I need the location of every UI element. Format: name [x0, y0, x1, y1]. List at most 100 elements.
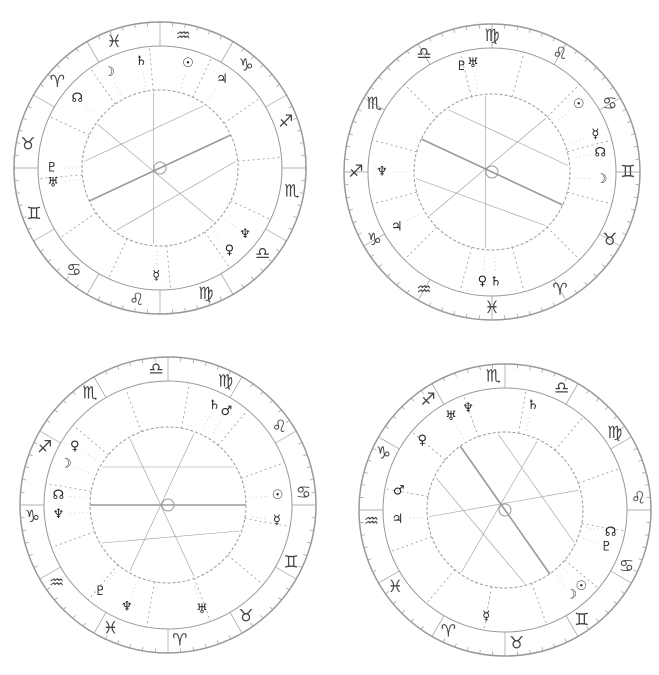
aspect-line — [435, 477, 525, 584]
degree-tick — [250, 383, 254, 388]
degree-tick — [622, 232, 627, 235]
degree-tick — [417, 43, 431, 65]
degree-tick — [288, 105, 293, 109]
house-ring — [81, 89, 239, 247]
house-cusp — [38, 174, 83, 180]
degree-tick — [584, 282, 588, 286]
degree-tick — [367, 459, 372, 462]
degree-tick — [196, 26, 199, 31]
planet-glyph: ☊ — [605, 525, 617, 540]
planet-leader — [64, 179, 79, 182]
degree-tick — [129, 361, 132, 366]
degree-tick — [93, 612, 107, 634]
degree-tick — [363, 97, 385, 111]
planet-glyph: ☊ — [71, 91, 83, 106]
degree-tick — [307, 466, 312, 469]
planet-glyph: ♀ — [418, 433, 428, 448]
zodiac-sign: ♋ — [619, 557, 634, 577]
degree-tick — [33, 442, 38, 445]
degree-tick — [86, 41, 100, 63]
degree-tick — [644, 534, 649, 536]
degree-tick — [56, 268, 60, 272]
degree-tick — [621, 591, 625, 595]
house-cusp — [181, 382, 190, 429]
aspect-line — [129, 439, 195, 577]
degree-tick — [204, 644, 207, 649]
planet-leader — [86, 106, 98, 116]
planet-leader — [555, 574, 565, 586]
degree-tick — [250, 622, 254, 627]
degree-tick — [269, 400, 273, 404]
planet-leader — [70, 511, 87, 514]
house-cusp — [227, 554, 264, 586]
planet-glyph: ☽ — [596, 172, 608, 187]
degree-tick — [361, 534, 366, 536]
planet-glyph: ♅ — [196, 602, 208, 617]
degree-tick — [540, 32, 543, 37]
house-cusp — [459, 247, 473, 292]
degree-tick — [269, 606, 273, 610]
degree-tick — [622, 109, 627, 112]
house-cusp — [546, 226, 580, 260]
zodiac-sign: ♏ — [284, 181, 299, 201]
planet-glyph: ☉ — [272, 488, 284, 503]
degree-tick — [370, 86, 375, 90]
degree-tick — [229, 612, 243, 634]
planet-leader — [70, 496, 87, 499]
degree-tick — [442, 638, 446, 643]
house-cusp — [372, 139, 417, 153]
degree-tick — [633, 145, 638, 148]
degree-tick — [593, 273, 597, 277]
house-cusp — [230, 200, 271, 220]
degree-tick — [260, 64, 264, 68]
degree-tick — [65, 55, 69, 60]
degree-tick — [63, 606, 67, 610]
planet-leader — [572, 154, 589, 159]
degree-tick — [378, 570, 400, 584]
degree-tick — [465, 313, 468, 318]
degree-tick — [565, 383, 579, 405]
degree-tick — [75, 284, 79, 288]
planet-glyph: ♄ — [209, 398, 221, 413]
planet-leader — [483, 253, 486, 270]
degree-tick — [540, 307, 543, 312]
degree-tick — [278, 409, 282, 413]
degree-tick — [553, 372, 556, 377]
zodiac-sign: ♋ — [66, 261, 81, 281]
degree-tick — [431, 615, 445, 637]
house-cusp — [564, 559, 599, 589]
degree-tick — [121, 26, 124, 31]
degree-tick — [86, 273, 100, 295]
degree-tick — [268, 73, 273, 77]
aspect-line — [84, 105, 204, 162]
zodiac-sign: ♓ — [107, 32, 122, 52]
degree-tick — [241, 48, 245, 52]
degree-tick — [564, 638, 568, 643]
degree-tick — [552, 302, 555, 307]
degree-tick — [22, 478, 27, 481]
planet-leader — [77, 468, 93, 475]
degree-tick — [609, 254, 614, 258]
degree-tick — [602, 264, 606, 268]
house-cusp — [462, 395, 479, 437]
degree-tick — [553, 43, 567, 65]
house-cusp — [384, 488, 429, 497]
degree-tick — [72, 391, 76, 395]
degree-tick — [309, 529, 314, 532]
zodiac-sign: ♏ — [486, 367, 501, 387]
degree-tick — [303, 454, 308, 457]
zodiac-sign: ♊ — [284, 552, 299, 572]
degree-tick — [410, 618, 414, 623]
house-cusp — [49, 116, 90, 136]
planet-leader — [585, 526, 599, 531]
aspect-line — [498, 434, 575, 543]
planet-leader — [202, 416, 210, 431]
degree-tick — [387, 273, 391, 277]
degree-tick — [613, 415, 618, 419]
planet-glyph: ♇ — [456, 59, 468, 74]
planet-glyph: ☉ — [576, 579, 588, 594]
house-cusp — [567, 191, 612, 205]
degree-tick — [631, 133, 636, 136]
zodiac-sign: ♍ — [218, 372, 233, 392]
